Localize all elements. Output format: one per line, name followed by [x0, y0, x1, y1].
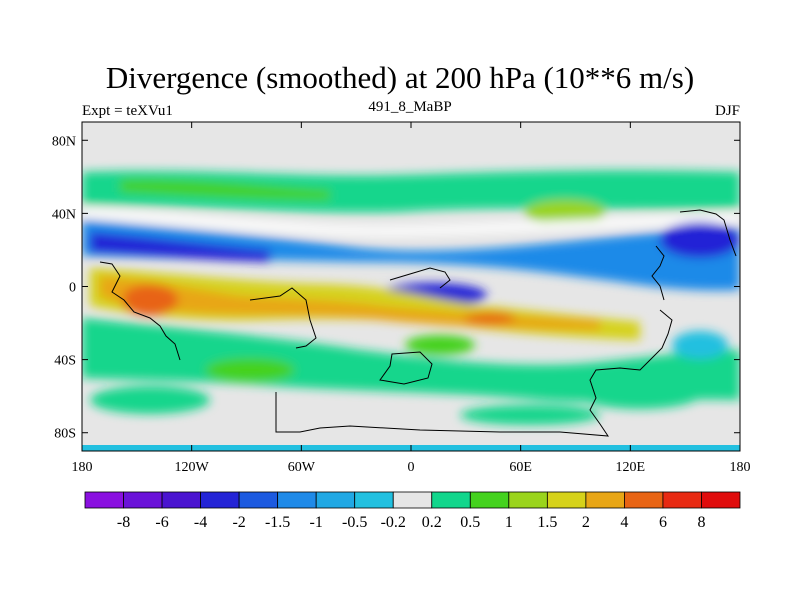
y-tick-label: 80S	[54, 427, 76, 442]
coastlines	[99, 209, 737, 437]
x-tick-label: 180	[72, 460, 93, 475]
colorbar-level-label: -0.2	[381, 514, 406, 531]
colorbar-swatch	[624, 491, 664, 509]
x-tick-label: 120E	[616, 460, 646, 475]
coastline-antarctica-australia	[275, 309, 673, 437]
coastline-africa	[249, 287, 317, 349]
colorbar-level-label: -6	[155, 514, 168, 531]
colorbar-level-label: -1.5	[265, 514, 290, 531]
colorbar-labels: -8 -6 -4 -2 -1.5 -1 -0.5 -0.2 0.2 0.5 1 1.5 2 4 6 8	[117, 514, 706, 531]
coastline-east-asia	[651, 245, 665, 301]
x-axis-ticks	[81, 122, 741, 451]
band-gap	[82, 208, 740, 236]
patch-north-yellowgreen	[525, 200, 605, 224]
season-label: DJF	[714, 103, 740, 119]
x-tick-label: 180	[730, 460, 751, 475]
colorbar-swatch	[392, 491, 433, 509]
y-tick-label: 0	[69, 281, 76, 296]
x-tick-label: 60E	[509, 460, 532, 475]
patch-dark-blue-west	[90, 232, 270, 262]
colorbar-level-label: 1	[505, 514, 513, 531]
x-axis-tick-labels: 180 120W 60W 0 60E 120E 180	[72, 460, 751, 475]
y-axis-tick-labels: 80N 40N 0 40S 80S	[52, 134, 76, 441]
patch-far-south-far-east	[580, 381, 700, 409]
colorbar-level-label: -0.5	[342, 514, 367, 531]
colorbar-swatch	[84, 491, 124, 509]
patch-dark-blue-east	[660, 222, 740, 258]
y-tick-label: 40S	[54, 354, 76, 369]
x-tick-label: 120W	[175, 460, 210, 475]
y-axis-ticks	[82, 139, 740, 434]
patch-south-cyan	[672, 331, 728, 359]
patch-south-lightgreen-west	[205, 358, 295, 382]
x-tick-label: 0	[408, 460, 415, 475]
colorbar-swatch	[123, 491, 163, 509]
case-label: 491_8_MaBP	[368, 99, 452, 115]
colorbar-level-label: 0.2	[422, 514, 442, 531]
colorbar-swatch	[508, 491, 548, 509]
x-tick-label: 60W	[288, 460, 316, 475]
colorbar-swatch	[277, 491, 317, 509]
colorbar-level-label: 2	[582, 514, 590, 531]
patch-south-lightgreen	[405, 335, 475, 355]
y-tick-label: 80N	[52, 134, 76, 149]
colorbar	[84, 491, 741, 509]
band-north-lightgreen	[120, 179, 330, 200]
y-tick-label: 40N	[52, 207, 76, 222]
coastline-northeast-asia	[679, 209, 737, 257]
patch-far-south-west	[90, 386, 210, 414]
colorbar-level-label: 1.5	[537, 514, 557, 531]
colorbar-level-label: -8	[117, 514, 130, 531]
colorbar-level-label: 4	[620, 514, 628, 531]
colorbar-level-label: -1	[310, 514, 323, 531]
colorbar-swatch	[315, 491, 356, 509]
colorbar-swatch	[701, 491, 741, 509]
colorbar-level-label: -4	[194, 514, 207, 531]
colorbar-swatch	[354, 491, 394, 509]
colorbar-level-label: -2	[232, 514, 245, 531]
colorbar-swatch	[585, 491, 625, 509]
band-negative-blue	[82, 220, 740, 291]
experiment-label: Expt = teXVu1	[82, 103, 173, 119]
colorbar-swatch	[431, 491, 471, 509]
patch-red-indian-ocean	[464, 312, 516, 324]
colorbar-swatch	[161, 491, 201, 509]
colorbar-swatch	[662, 491, 702, 509]
colorbar-level-label: 8	[697, 514, 705, 531]
colorbar-swatch	[200, 491, 240, 509]
patch-red-amazon	[122, 284, 178, 316]
colorbar-swatch	[238, 491, 279, 509]
patch-far-south-east	[460, 405, 600, 425]
colorbar-level-label: 6	[659, 514, 667, 531]
smoothed-bands	[82, 170, 740, 425]
colorbar-level-label: 0.5	[460, 514, 480, 531]
coastline-madagascar	[379, 351, 433, 385]
colorbar-swatch	[469, 491, 510, 509]
coastline-arabia	[389, 267, 451, 289]
colorbar-swatch	[546, 491, 587, 509]
map-title: Divergence (smoothed) at 200 hPa (10**6 …	[105, 60, 695, 95]
contour-field	[82, 122, 740, 451]
coastline-south-america	[99, 261, 181, 361]
